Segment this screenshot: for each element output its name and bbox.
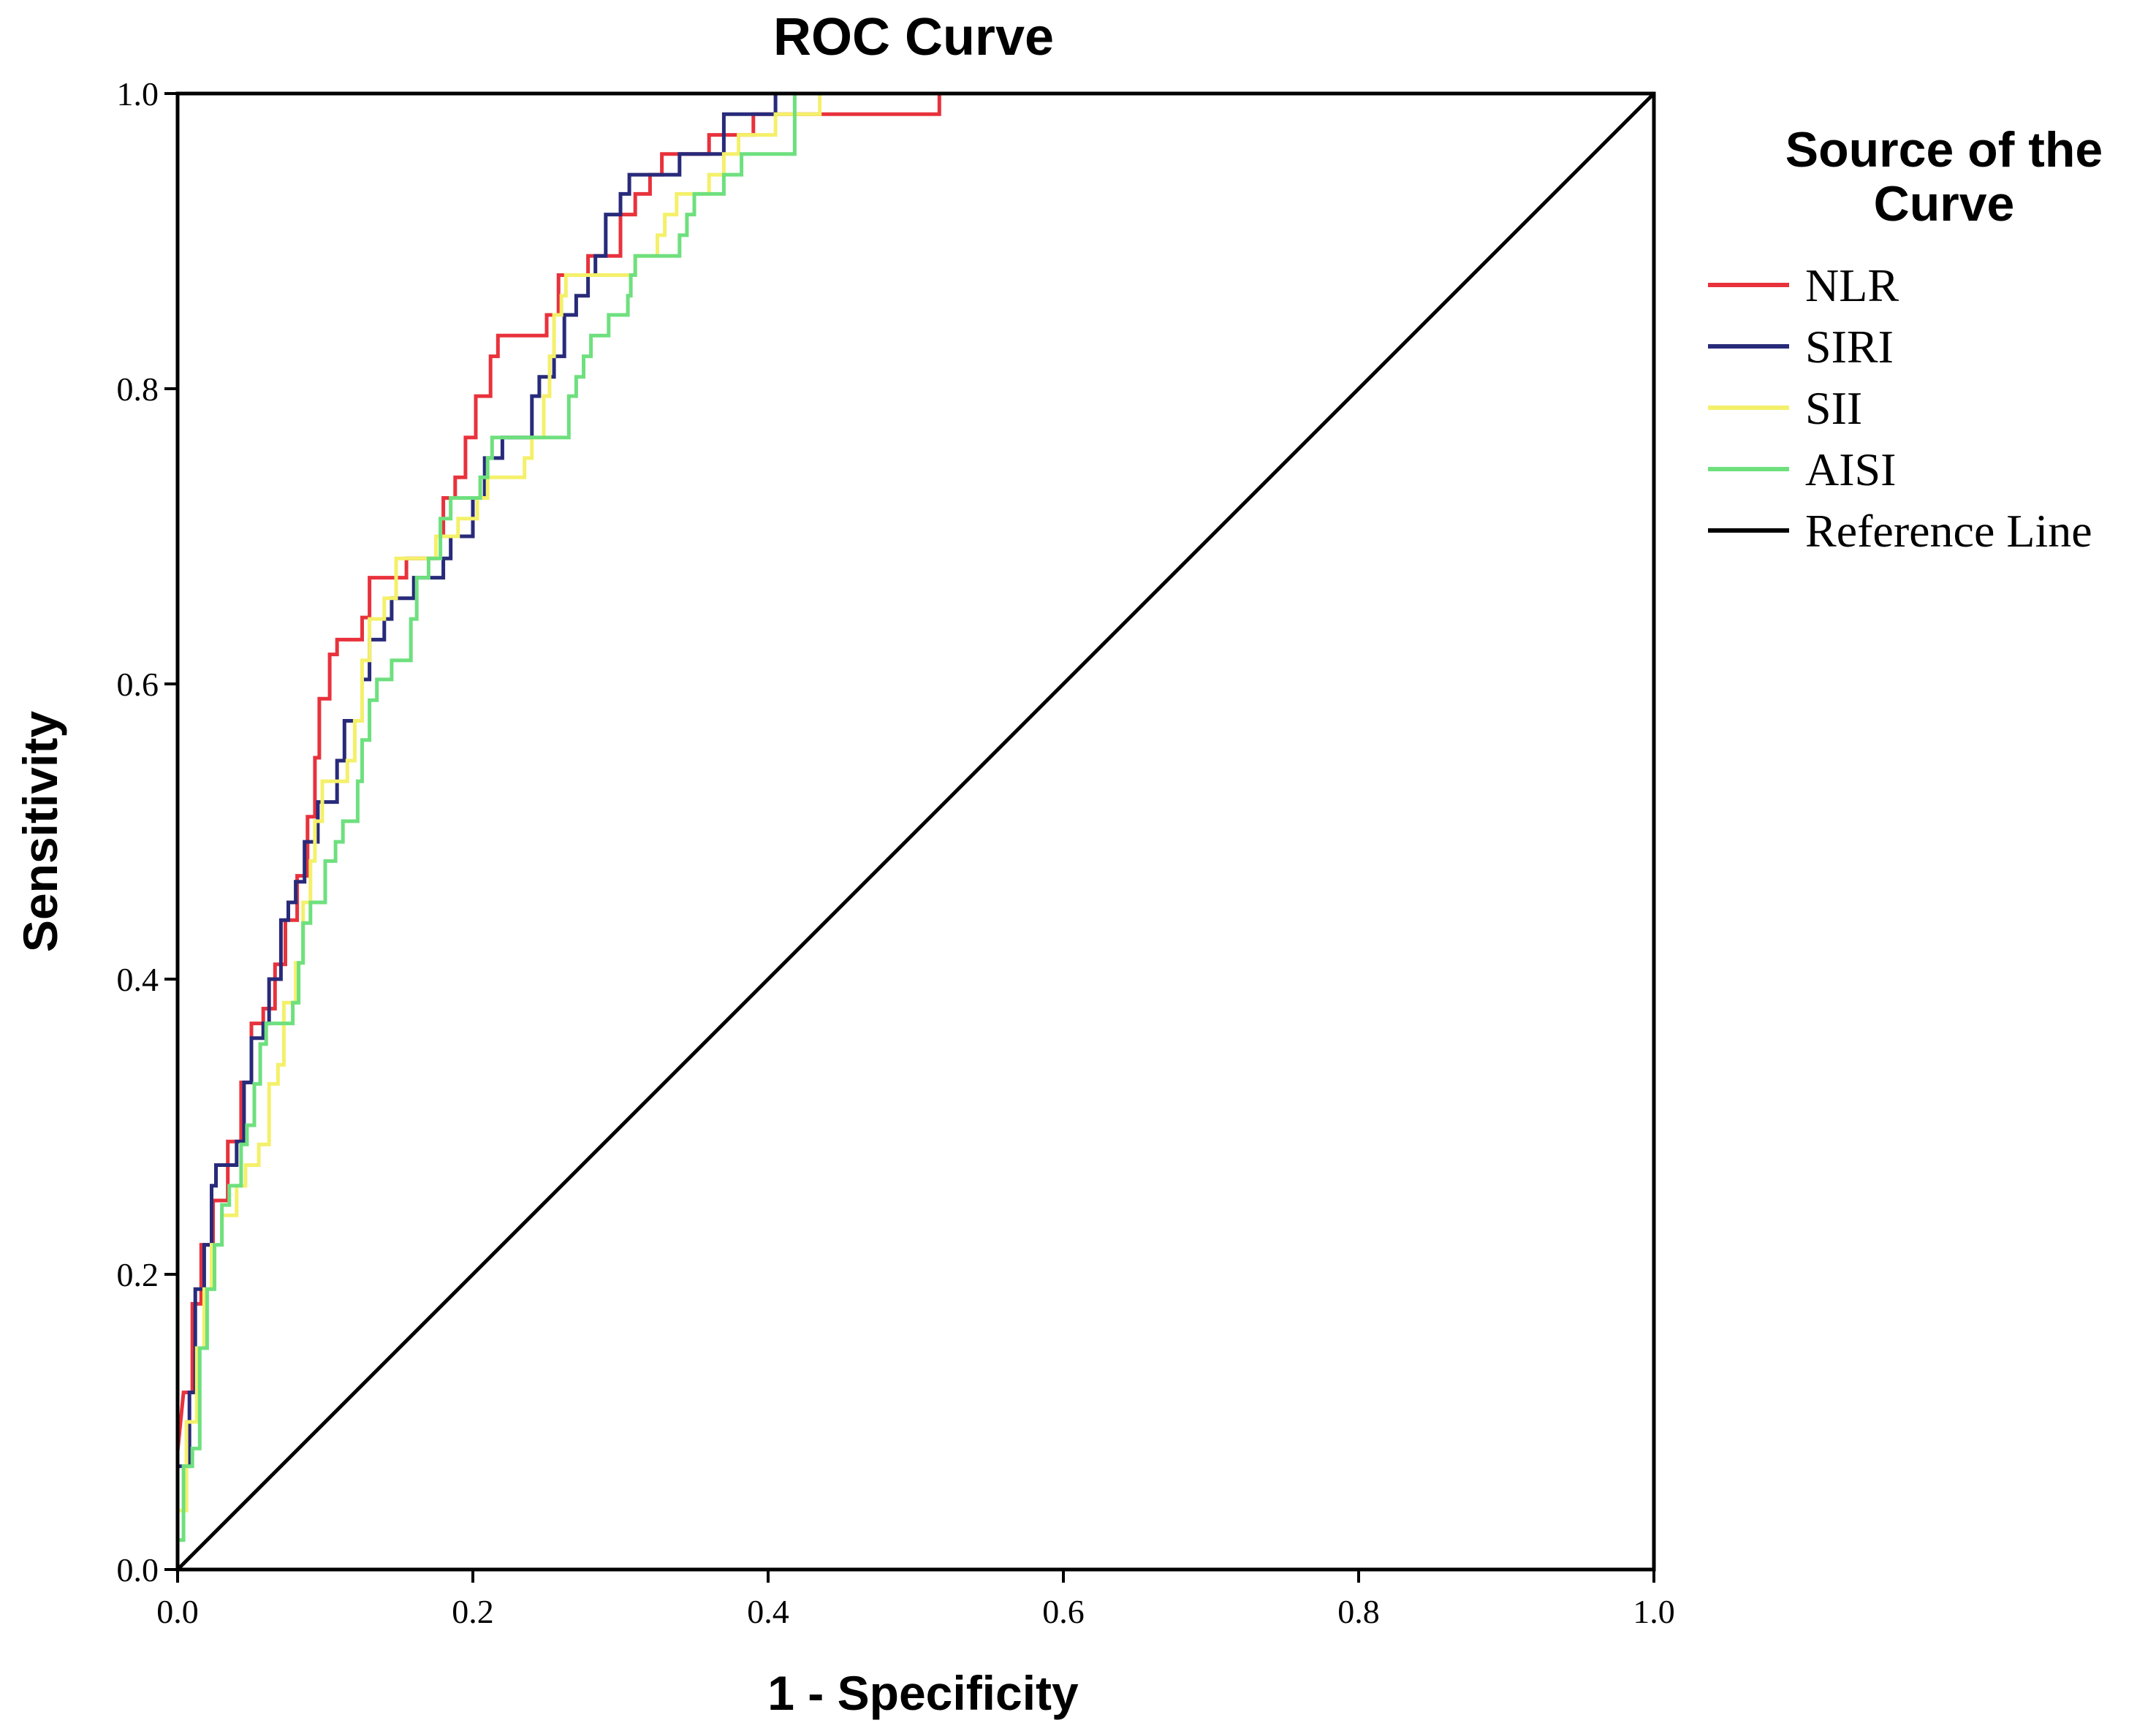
x-tick-label: 0.8 (1337, 1593, 1380, 1630)
x-tick-label: 0.6 (1042, 1593, 1085, 1630)
legend-label-siri: SIRI (1805, 321, 1894, 373)
legend-label-nlr: NLR (1805, 259, 1899, 311)
y-tick-label: 1.0 (117, 75, 159, 113)
legend: Source of the Curve NLR SIRI SII AISI Refere… (1708, 122, 2103, 557)
x-tick-label: 0.4 (747, 1593, 789, 1630)
legend-title-line-2: Curve (1874, 176, 2015, 232)
chart-title: ROC Curve (773, 8, 1054, 66)
series-sii-line (175, 91, 1654, 1570)
series-layer (175, 91, 1655, 1571)
y-tick-label: 0.4 (117, 961, 159, 998)
x-tick-label: 1.0 (1633, 1593, 1675, 1630)
legend-label-sii: SII (1805, 382, 1862, 434)
y-tick-label: 0.8 (117, 370, 159, 408)
x-axis-title: 1 - Specificity (767, 1666, 1079, 1720)
legend-title-line-1: Source of the (1785, 122, 2103, 178)
y-tick-label: 0.6 (117, 666, 159, 703)
x-axis-ticks: 0.0 0.2 0.4 0.6 0.8 1.0 (156, 1570, 1675, 1630)
series-aisi-line (175, 91, 1654, 1570)
series-siri-line (175, 91, 1654, 1570)
y-axis-ticks: 0.0 0.2 0.4 0.6 0.8 1.0 (117, 75, 178, 1589)
legend-label-aisi: AISI (1805, 444, 1896, 495)
legend-items: NLR SIRI SII AISI Reference Line (1708, 259, 2092, 557)
y-tick-label: 0.2 (117, 1256, 159, 1293)
x-tick-label: 0.2 (452, 1593, 494, 1630)
y-tick-label: 0.0 (117, 1551, 159, 1589)
plot-frame (175, 91, 1656, 1572)
y-axis-title: Sensitivity (13, 711, 67, 952)
legend-label-reference-line: Reference Line (1805, 505, 2092, 557)
series-reference-line-line (176, 92, 1655, 1571)
x-tick-label: 0.0 (156, 1593, 199, 1630)
